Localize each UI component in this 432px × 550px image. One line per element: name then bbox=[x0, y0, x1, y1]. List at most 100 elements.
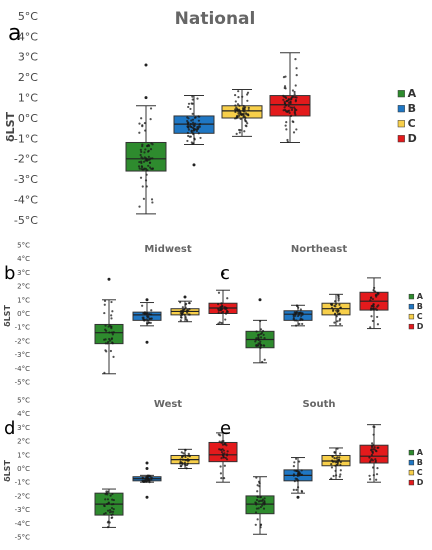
data-point bbox=[224, 312, 228, 315]
data-point bbox=[370, 296, 373, 299]
data-point bbox=[188, 135, 191, 138]
y-axis-label: δLST bbox=[3, 460, 12, 482]
data-point bbox=[179, 319, 182, 322]
y-tick-label: 5°C bbox=[18, 10, 38, 23]
data-point bbox=[292, 488, 295, 491]
data-point bbox=[370, 305, 373, 308]
y-tick-label: -5°C bbox=[15, 378, 30, 386]
data-point bbox=[336, 313, 339, 316]
data-point bbox=[144, 148, 147, 151]
data-point bbox=[189, 107, 192, 111]
data-point bbox=[218, 308, 222, 312]
data-point bbox=[256, 518, 259, 521]
data-point bbox=[299, 311, 302, 314]
data-point bbox=[183, 313, 186, 316]
data-point bbox=[112, 502, 115, 506]
outlier-point bbox=[145, 340, 149, 344]
data-point bbox=[292, 474, 295, 477]
data-point bbox=[371, 466, 375, 469]
data-point bbox=[376, 291, 379, 295]
data-point bbox=[110, 300, 113, 304]
data-point bbox=[138, 122, 141, 125]
data-point bbox=[103, 371, 106, 374]
data-point bbox=[104, 349, 107, 352]
data-point bbox=[297, 311, 300, 315]
data-point bbox=[338, 475, 341, 478]
data-point bbox=[282, 76, 286, 79]
data-point bbox=[259, 496, 262, 499]
data-point bbox=[184, 454, 187, 457]
data-point bbox=[259, 336, 263, 339]
data-point bbox=[285, 121, 288, 124]
data-point bbox=[110, 510, 113, 513]
data-point bbox=[292, 120, 295, 124]
data-point bbox=[198, 123, 201, 126]
outlier-point bbox=[145, 461, 149, 465]
data-point bbox=[150, 309, 153, 312]
data-point bbox=[234, 100, 237, 103]
data-point bbox=[259, 505, 262, 509]
data-point bbox=[141, 185, 144, 188]
data-point bbox=[293, 461, 296, 464]
data-point bbox=[259, 526, 262, 529]
data-point bbox=[181, 463, 184, 466]
data-point bbox=[193, 122, 197, 125]
data-point bbox=[371, 442, 374, 445]
data-point bbox=[369, 308, 373, 311]
data-point bbox=[284, 124, 287, 127]
data-point bbox=[247, 109, 250, 112]
data-point bbox=[138, 131, 141, 134]
data-point bbox=[218, 440, 221, 443]
data-point bbox=[255, 498, 259, 502]
data-point bbox=[198, 115, 201, 118]
data-point bbox=[339, 452, 342, 455]
data-point bbox=[292, 317, 295, 320]
data-point bbox=[219, 472, 223, 475]
data-point bbox=[111, 333, 114, 336]
legend-label: D bbox=[408, 132, 417, 145]
y-tick-label: 5°C bbox=[17, 241, 30, 249]
legend-label: B bbox=[417, 302, 423, 311]
outlier-point bbox=[144, 96, 148, 100]
box-A bbox=[245, 495, 275, 515]
data-point bbox=[368, 456, 371, 459]
data-point bbox=[257, 338, 260, 341]
data-point bbox=[111, 310, 114, 313]
data-point bbox=[187, 134, 190, 138]
data-point bbox=[373, 286, 376, 290]
data-point bbox=[224, 306, 228, 309]
data-point bbox=[140, 160, 143, 163]
data-point bbox=[143, 167, 146, 170]
data-point bbox=[151, 167, 154, 170]
data-point bbox=[103, 299, 107, 302]
data-point bbox=[140, 117, 143, 120]
data-point bbox=[333, 312, 337, 315]
data-point bbox=[300, 314, 303, 318]
data-point bbox=[247, 106, 250, 109]
data-point bbox=[110, 314, 113, 317]
data-point bbox=[263, 344, 266, 347]
data-point bbox=[371, 450, 374, 454]
data-point bbox=[338, 312, 341, 315]
data-point bbox=[184, 449, 187, 452]
data-point bbox=[261, 498, 264, 501]
data-point bbox=[197, 132, 200, 135]
data-point bbox=[111, 498, 114, 501]
data-point bbox=[286, 138, 289, 142]
data-point bbox=[108, 509, 112, 512]
data-point bbox=[111, 513, 114, 516]
data-point bbox=[338, 319, 341, 322]
data-point bbox=[187, 301, 191, 305]
data-point bbox=[368, 474, 371, 477]
data-point bbox=[191, 142, 194, 145]
data-point bbox=[259, 328, 263, 331]
data-point bbox=[191, 95, 194, 98]
legend-swatch-A bbox=[397, 90, 405, 98]
data-point bbox=[144, 480, 147, 483]
panel-letter: c bbox=[220, 263, 230, 284]
data-point bbox=[226, 297, 229, 300]
data-point bbox=[217, 433, 221, 436]
data-point bbox=[186, 131, 189, 134]
y-tick-label: -5°C bbox=[14, 214, 38, 227]
data-point bbox=[236, 103, 240, 106]
